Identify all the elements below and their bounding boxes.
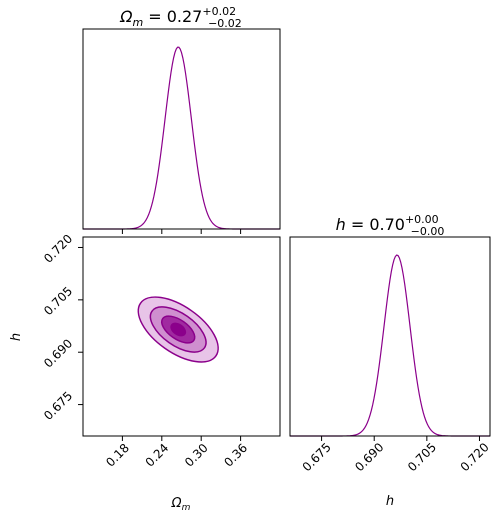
y-axis-label-h: h (9, 333, 24, 341)
h-xtick-label: 0.675 (300, 440, 334, 474)
joint-ytick-label: 0.705 (41, 284, 75, 318)
joint-xtick-label: 0.30 (182, 441, 211, 470)
joint-contour-frame (82, 236, 281, 437)
contour-core (170, 322, 187, 337)
h-xtick-label: 0.705 (405, 440, 439, 474)
omega-marginal-frame (82, 28, 281, 230)
joint-ytick-label: 0.690 (41, 336, 75, 370)
joint-xtick-label: 0.24 (143, 441, 172, 470)
h-xtick-label: 0.690 (352, 440, 386, 474)
h-xtick-label: 0.720 (458, 440, 492, 474)
x-axis-label-h: h (386, 494, 394, 509)
joint-ytick-label: 0.720 (41, 232, 75, 266)
h-marginal-panel: 0.675 0.690 0.705 0.720 (289, 236, 492, 474)
joint-xtick-label: 0.18 (103, 441, 132, 470)
omega-marginal-curve (83, 46, 280, 230)
omega-title: Ωm = 0.27+0.02 −0.02 (119, 5, 242, 30)
joint-xtick-label: 0.36 (221, 441, 250, 470)
joint-ytick-label: 0.675 (41, 389, 75, 423)
h-marginal-frame (289, 236, 491, 437)
h-marginal-curve (290, 254, 490, 437)
h-title: h = 0.70+0.00 −0.00 (336, 213, 445, 238)
omega-marginal-panel (82, 28, 281, 234)
joint-contour-panel: 0.18 0.24 0.30 0.36 0.675 0.690 0.705 0.720 (41, 232, 281, 470)
x-axis-label-omega: Ωm (171, 496, 191, 513)
